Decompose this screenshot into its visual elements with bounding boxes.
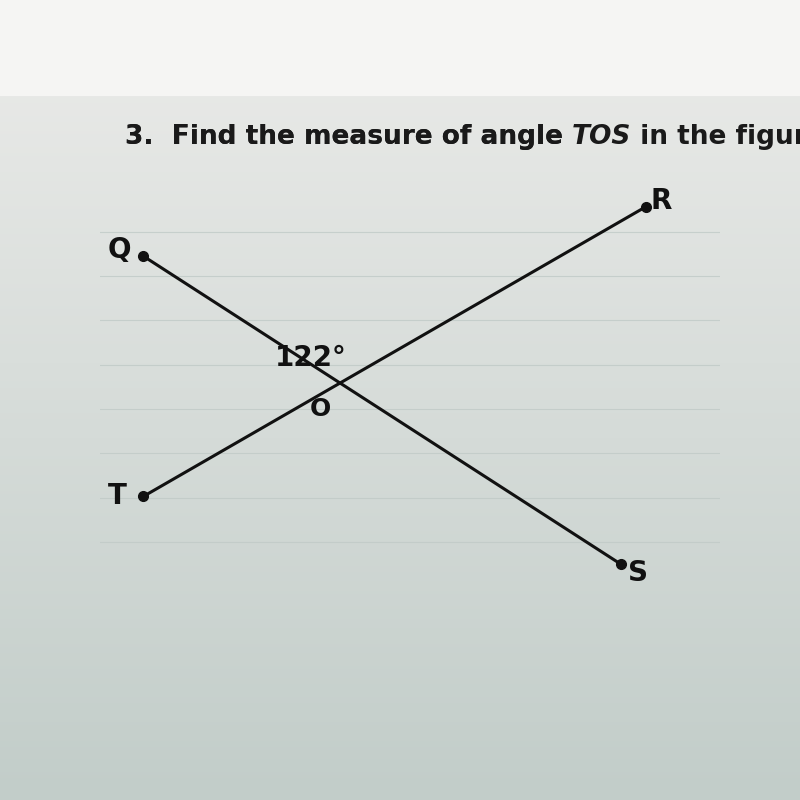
Text: 3.  Find the measure of angle: 3. Find the measure of angle xyxy=(125,124,572,150)
Text: O: O xyxy=(310,397,330,421)
Text: Q: Q xyxy=(108,236,131,264)
Text: TOS: TOS xyxy=(572,124,631,150)
Text: R: R xyxy=(650,186,672,214)
Text: in the figure below.: in the figure below. xyxy=(631,124,800,150)
Bar xyxy=(0,0,800,96)
Text: S: S xyxy=(627,559,647,587)
Text: T: T xyxy=(108,482,126,510)
Text: 122°: 122° xyxy=(275,344,346,372)
Text: 3.  Find the measure of angle: 3. Find the measure of angle xyxy=(125,124,572,150)
